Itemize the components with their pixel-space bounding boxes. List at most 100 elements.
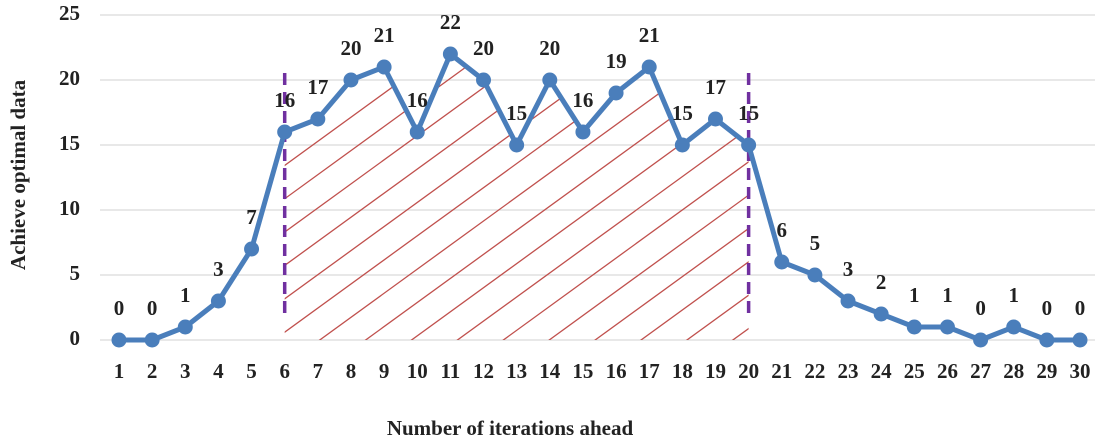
data-point [210, 293, 226, 309]
x-tick-label: 5 [246, 359, 257, 383]
data-point [741, 137, 757, 153]
data-label: 22 [440, 10, 461, 34]
data-label: 3 [843, 257, 854, 281]
data-point [674, 137, 690, 153]
data-label: 17 [307, 75, 328, 99]
data-label: 16 [274, 88, 295, 112]
hatch-line [0, 0, 4, 350]
data-label: 1 [942, 283, 953, 307]
x-tick-label: 22 [804, 359, 825, 383]
data-point [376, 59, 392, 75]
hatch-line [397, 54, 749, 340]
x-tick-label: 11 [440, 359, 460, 383]
hatch-line [489, 54, 749, 340]
x-tick-label: 8 [346, 359, 357, 383]
hatch-line [284, 54, 464, 340]
data-label: 15 [506, 101, 527, 125]
data-point [1006, 319, 1022, 335]
data-point [575, 124, 591, 140]
data-point [608, 85, 624, 101]
y-tick-label: 5 [70, 261, 81, 285]
hatch-line [284, 54, 327, 340]
x-tick-label: 14 [539, 359, 561, 383]
hatch-line [284, 54, 602, 340]
y-tick-label: 0 [70, 326, 81, 350]
hatch-line [903, 0, 1100, 350]
data-point [840, 293, 856, 309]
x-tick-label: 2 [147, 359, 158, 383]
data-line [119, 51, 1080, 343]
x-tick-label: 17 [639, 359, 660, 383]
x-tick-label: 10 [407, 359, 428, 383]
data-label: 15 [738, 101, 759, 125]
hatch-line [535, 54, 749, 340]
data-label: 16 [572, 88, 593, 112]
hatch-line [351, 54, 749, 340]
data-point [476, 72, 492, 88]
data-point [244, 241, 260, 257]
data-point [641, 59, 657, 75]
x-tick-label: 29 [1036, 359, 1057, 383]
x-tick-label: 21 [771, 359, 792, 383]
y-tick-label: 15 [59, 131, 80, 155]
data-point [1039, 332, 1055, 348]
x-tick-label: 25 [904, 359, 925, 383]
x-tick-label: 24 [871, 359, 893, 383]
data-label: 1 [909, 283, 920, 307]
data-label: 7 [246, 205, 257, 229]
data-label: 0 [975, 296, 986, 320]
x-tick-label: 27 [970, 359, 991, 383]
data-point [277, 124, 293, 140]
data-point [442, 46, 458, 62]
hatch-line [626, 54, 749, 340]
data-point [111, 332, 127, 348]
data-label: 20 [473, 36, 494, 60]
hatch-line [284, 54, 556, 340]
x-tick-label: 20 [738, 359, 759, 383]
data-label: 0 [114, 296, 125, 320]
data-point [873, 306, 889, 322]
x-tick-label: 4 [213, 359, 224, 383]
data-label: 0 [1042, 296, 1053, 320]
x-tick-label: 28 [1003, 359, 1024, 383]
data-label: 1 [1008, 283, 1019, 307]
data-label: 20 [539, 36, 560, 60]
hatch-line [284, 54, 740, 340]
data-point [343, 72, 359, 88]
data-point [774, 254, 790, 270]
data-label: 0 [147, 296, 158, 320]
data-point [707, 111, 723, 127]
hatch-line [284, 54, 749, 340]
data-label: 19 [606, 49, 627, 73]
data-label: 3 [213, 257, 224, 281]
y-tick-label: 25 [59, 1, 80, 25]
x-tick-label: 7 [313, 359, 324, 383]
hatch-line [0, 0, 280, 350]
data-point [144, 332, 160, 348]
x-tick-label: 6 [279, 359, 290, 383]
data-point [973, 332, 989, 348]
data-point [509, 137, 525, 153]
y-axis-title: Achieve optimal data [6, 79, 30, 270]
data-point [542, 72, 558, 88]
x-tick-label: 19 [705, 359, 726, 383]
data-label: 0 [1075, 296, 1086, 320]
data-label: 15 [672, 101, 693, 125]
data-label: 21 [374, 23, 395, 47]
y-tick-label: 10 [59, 196, 80, 220]
data-label: 20 [340, 36, 361, 60]
x-tick-label: 13 [506, 359, 527, 383]
data-point [939, 319, 955, 335]
x-tick-label: 9 [379, 359, 390, 383]
data-point [1072, 332, 1088, 348]
x-tick-label: 12 [473, 359, 494, 383]
data-point [177, 319, 193, 335]
y-tick-label: 20 [59, 66, 80, 90]
x-tick-label: 15 [572, 359, 593, 383]
hatch-line [284, 54, 510, 340]
hatch-line [672, 54, 749, 340]
x-axis-title: Number of iterations ahead [387, 416, 634, 440]
hatch-line [284, 54, 749, 340]
data-label: 6 [777, 218, 788, 242]
